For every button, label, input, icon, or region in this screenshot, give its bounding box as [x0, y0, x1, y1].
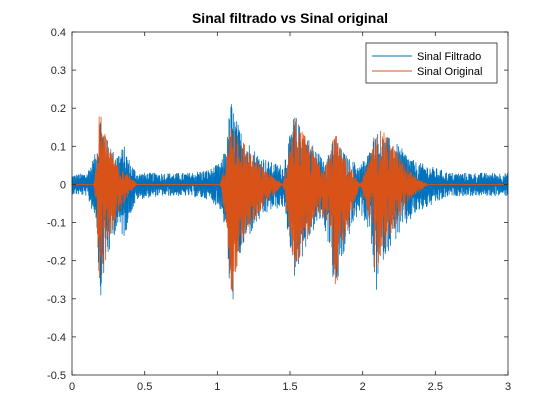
legend: Sinal Filtrado Sinal Original	[365, 42, 498, 84]
legend-label: Sinal Original	[417, 66, 482, 78]
y-tick-label: 0.3	[51, 65, 66, 77]
y-tick-label: -0.5	[47, 370, 66, 382]
y-tick-label: 0.1	[51, 141, 66, 153]
x-tick-label: 2.5	[428, 381, 443, 393]
legend-label: Sinal Filtrado	[417, 51, 481, 63]
x-tick-label: 1	[214, 381, 220, 393]
series-layer	[71, 104, 509, 300]
x-tick-label: 3	[505, 381, 511, 393]
series-line-sinal-filtrado	[71, 104, 509, 300]
axes-layer: 0 0.5 1 1.5 2 2.5 3 -0.5 -0.4 -0.3 -0.2 -0.1 0 0.1 0.2…	[47, 27, 511, 393]
x-tick-label: 1.5	[282, 381, 297, 393]
chart-title: Sinal filtrado vs Sinal original	[192, 10, 388, 26]
y-tick-label: 0	[60, 179, 66, 191]
y-tick-label: -0.4	[47, 332, 66, 344]
y-tick-label: -0.2	[47, 256, 66, 268]
y-tick-label: -0.1	[47, 218, 66, 230]
x-tick-label: 2	[360, 381, 366, 393]
x-tick-label: 0.5	[137, 381, 152, 393]
legend-box	[365, 42, 498, 84]
y-tick-label: 0.4	[51, 27, 66, 39]
x-tick-label: 0	[69, 381, 75, 393]
y-tick-label: 0.2	[51, 103, 66, 115]
series-line-sinal-original	[71, 116, 509, 292]
y-tick-label: -0.3	[47, 294, 66, 306]
